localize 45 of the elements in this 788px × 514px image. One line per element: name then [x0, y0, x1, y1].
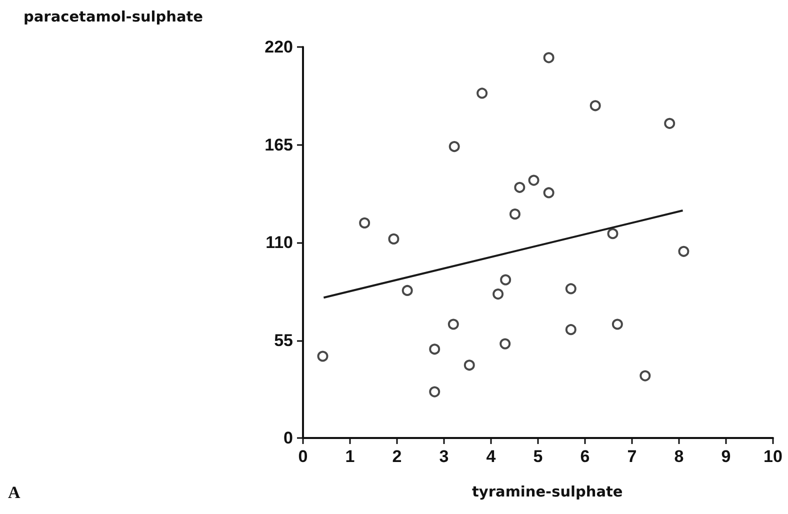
point — [492, 288, 504, 300]
point — [612, 318, 623, 330]
point — [388, 233, 400, 244]
x-tick-label: 8 — [674, 447, 684, 466]
x-tick-label: 6 — [580, 447, 590, 466]
text: A — [8, 483, 21, 502]
point — [500, 274, 512, 286]
point — [317, 350, 328, 362]
y-tick-label: 220 — [264, 38, 293, 56]
x-tick-label: 3 — [439, 447, 449, 466]
y-axis-title: paracetamol-sulphate — [24, 10, 204, 26]
point — [476, 88, 488, 99]
point — [565, 324, 576, 336]
point — [448, 141, 460, 152]
point — [448, 318, 459, 330]
point — [543, 187, 554, 198]
x-tick-label: 7 — [627, 447, 637, 466]
point — [509, 208, 520, 220]
point — [664, 118, 676, 129]
y-tick-label: 110 — [266, 233, 293, 252]
x-tick-label: 1 — [345, 447, 355, 466]
point — [402, 284, 413, 296]
y-tick-label: 55 — [274, 330, 293, 350]
y-tick-label: 165 — [264, 135, 293, 154]
point — [464, 360, 475, 371]
y-tick-label: 0 — [284, 428, 293, 448]
point — [590, 100, 601, 112]
point — [500, 338, 511, 350]
x-axis-title: tyramine-sulphate — [472, 484, 623, 500]
point — [514, 182, 526, 193]
x-tick-label: 5 — [533, 447, 543, 466]
point — [528, 174, 540, 186]
point — [565, 283, 576, 294]
point — [678, 246, 690, 257]
x-tick-label: 2 — [392, 447, 402, 466]
x-tick-label: 9 — [721, 447, 731, 466]
point — [607, 228, 618, 240]
point — [543, 52, 554, 64]
point — [640, 370, 651, 382]
point — [359, 217, 370, 228]
point — [429, 344, 440, 355]
x-tick-label: 4 — [486, 447, 496, 466]
x-tick-label: 10 — [764, 447, 782, 466]
point — [429, 386, 440, 398]
x-tick-label: 0 — [298, 447, 308, 466]
